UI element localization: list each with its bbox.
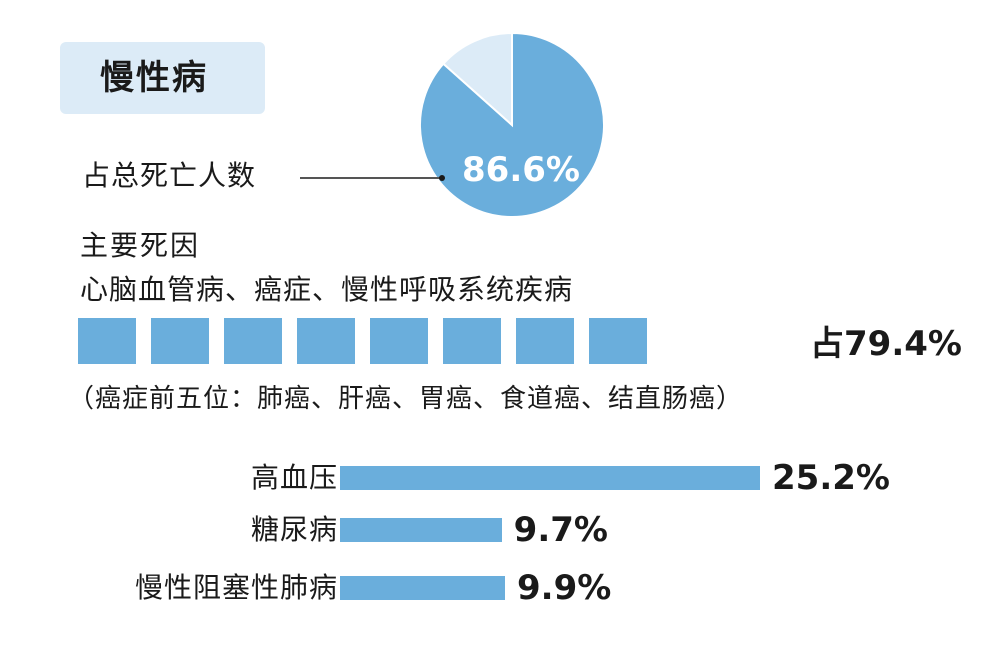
bar-value-label: 9.9% bbox=[517, 568, 612, 608]
title-box bbox=[60, 42, 265, 114]
bar-value-label: 9.7% bbox=[513, 510, 608, 550]
bar-category-label: 慢性阻塞性肺病 bbox=[134, 571, 338, 604]
main-causes-heading: 主要死因 bbox=[80, 229, 201, 262]
pictogram-square bbox=[224, 318, 282, 364]
pie-leader-dot bbox=[439, 175, 445, 181]
main-causes-list: 心脑血管病、癌症、慢性呼吸系统疾病 bbox=[80, 273, 574, 306]
bar-category-label: 高血压 bbox=[250, 461, 338, 494]
pictogram-square bbox=[297, 318, 355, 364]
main-causes-percent: 占79.4% bbox=[810, 324, 962, 364]
bar bbox=[340, 466, 760, 490]
pictogram-square bbox=[443, 318, 501, 364]
cancer-top-five-note: （癌症前五位：肺癌、肝癌、胃癌、食道癌、结直肠癌） bbox=[68, 384, 744, 414]
bar bbox=[340, 518, 502, 542]
pictogram-square bbox=[370, 318, 428, 364]
bar bbox=[340, 576, 505, 600]
pie-label: 占总死亡人数 bbox=[82, 159, 257, 192]
pictogram-square bbox=[516, 318, 574, 364]
pie-value-label: 86.6% bbox=[462, 150, 580, 190]
pictogram-square bbox=[78, 318, 136, 364]
pictogram-square bbox=[589, 318, 647, 364]
bar-category-label: 糖尿病 bbox=[250, 513, 338, 546]
pie-slice-rest bbox=[441, 31, 513, 128]
bar-value-label: 25.2% bbox=[772, 458, 890, 498]
page-title: 慢性病 bbox=[100, 58, 208, 98]
pictogram-square bbox=[151, 318, 209, 364]
